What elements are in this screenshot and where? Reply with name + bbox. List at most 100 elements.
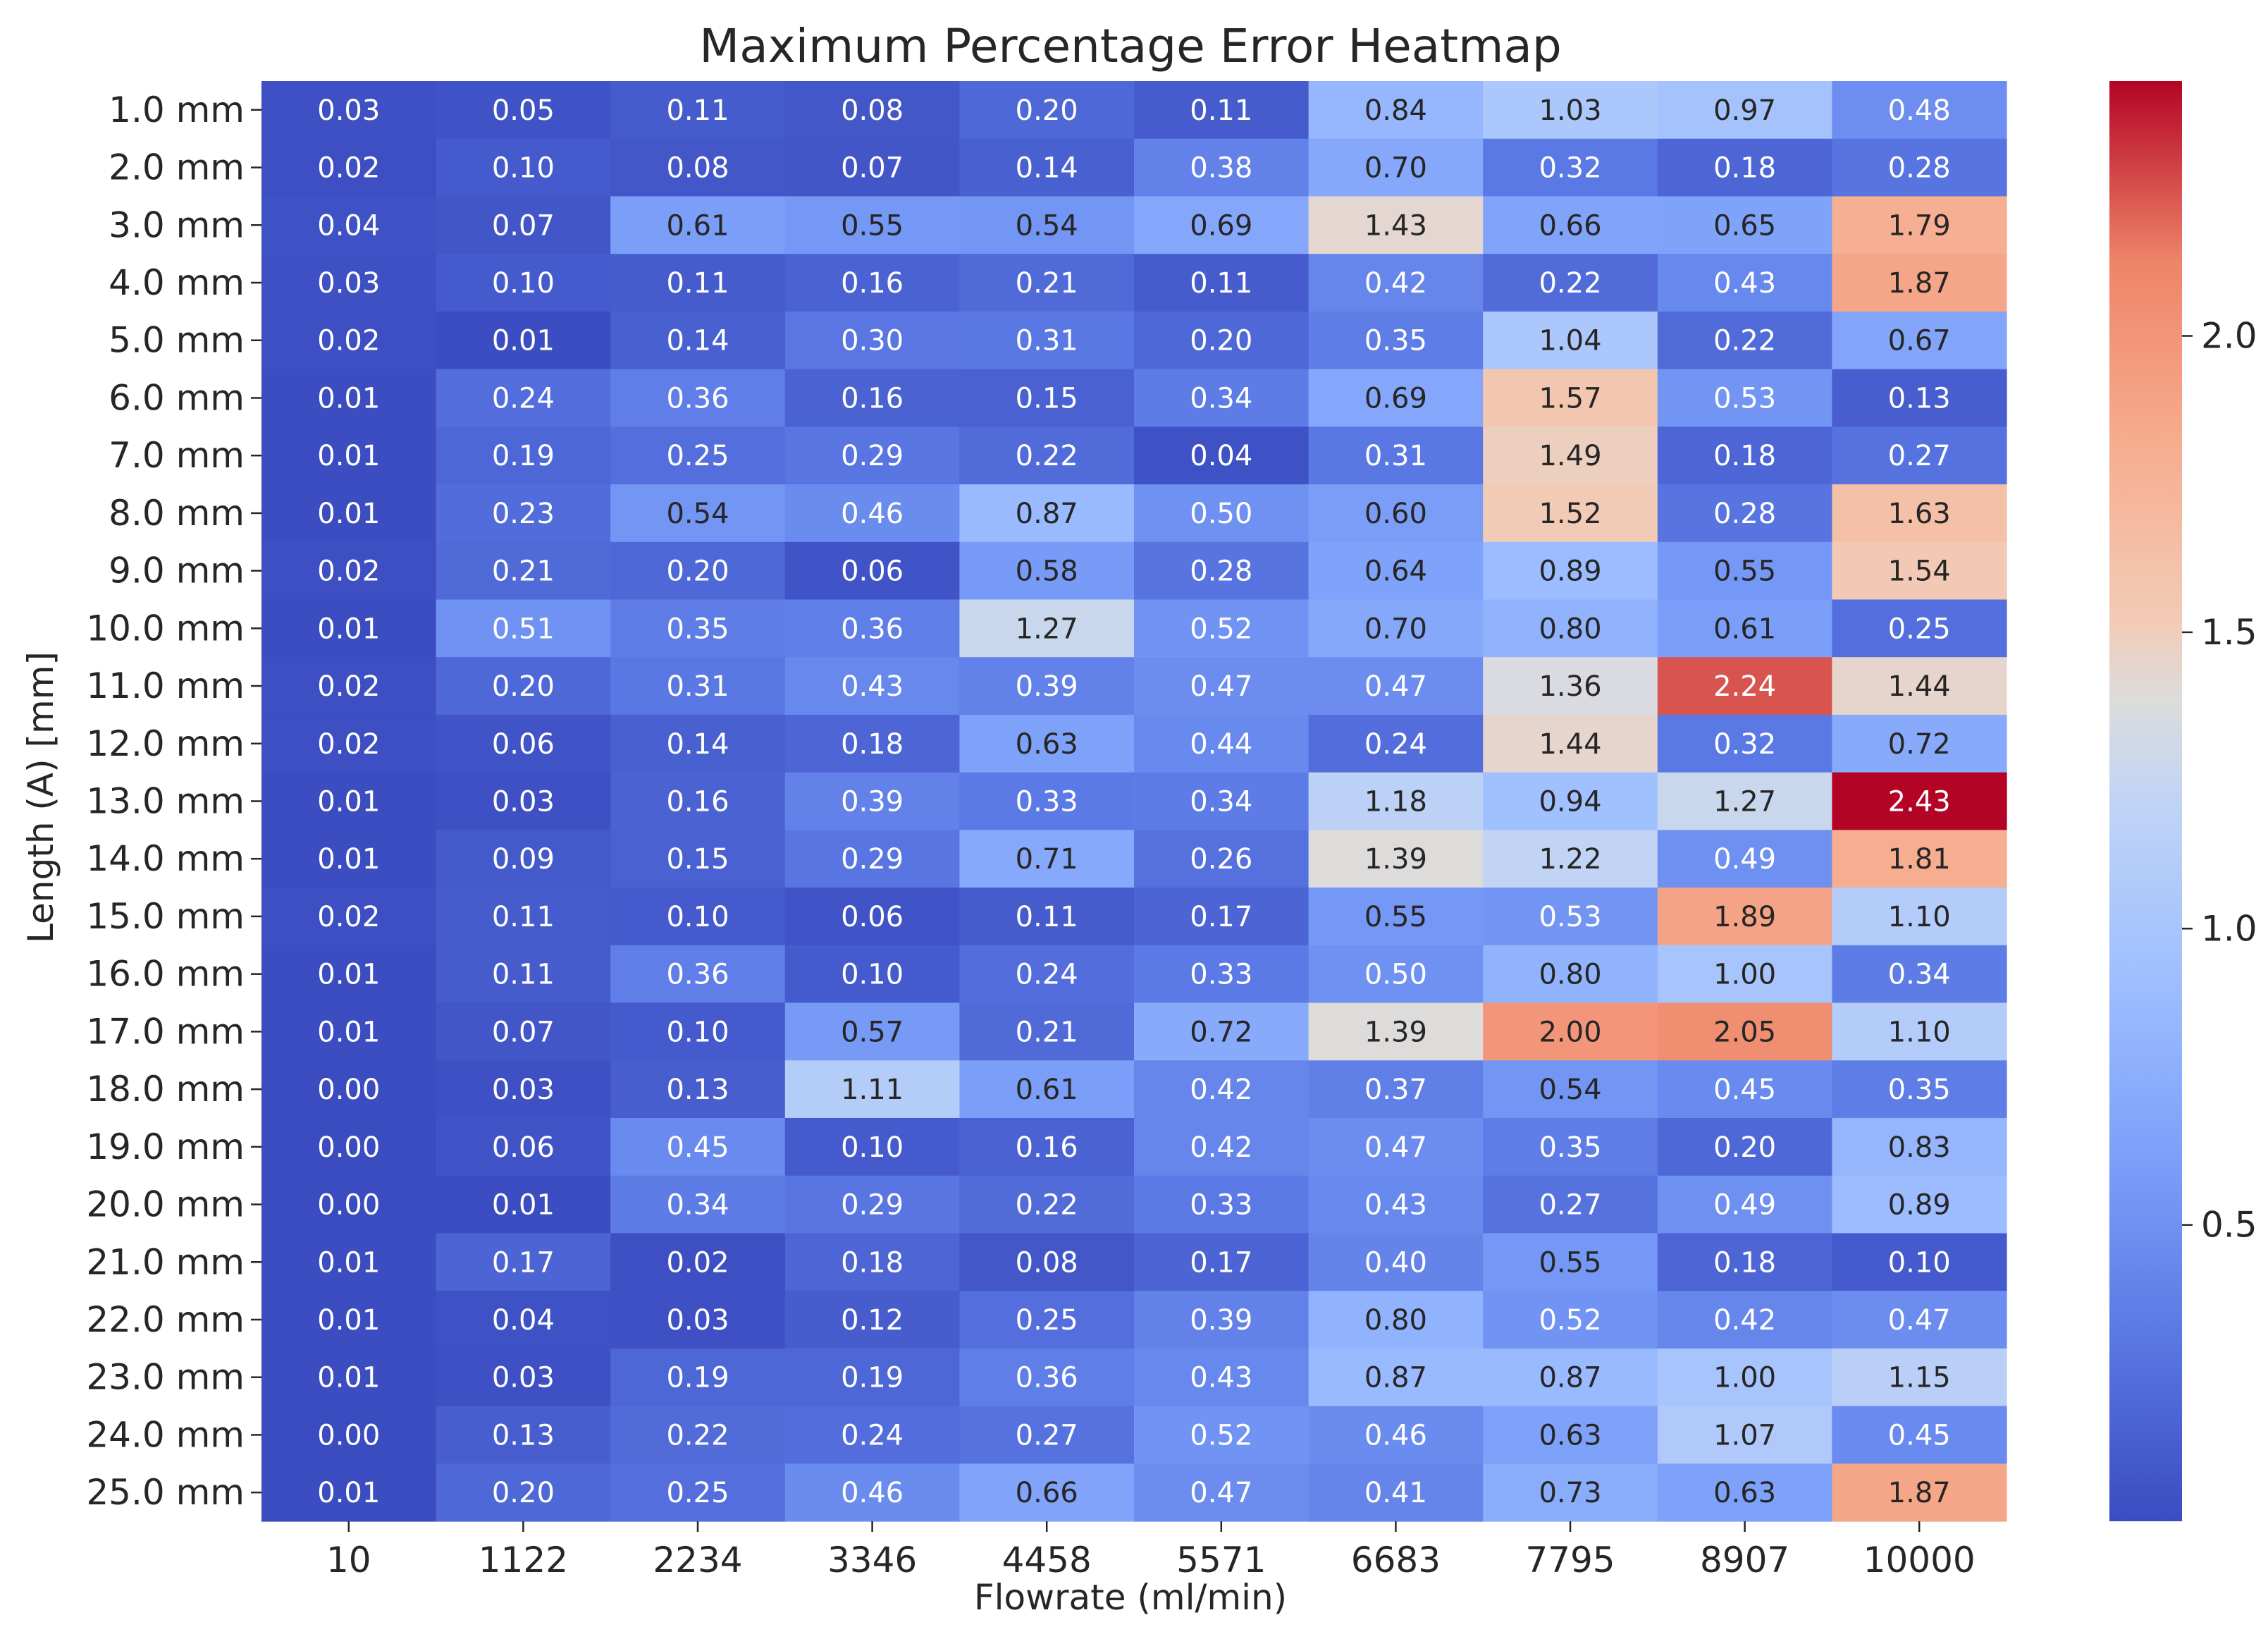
cell-value-label: 0.34 (666, 1189, 729, 1222)
heatmap-cell (784, 945, 960, 1004)
x-tick-label: 6683 (1351, 1540, 1441, 1580)
heatmap-cell (784, 426, 960, 485)
y-axis-label: Length (A) [mm] (20, 651, 61, 943)
heatmap-cell (1483, 1002, 1658, 1061)
cell-value-label: 0.83 (1888, 1131, 1951, 1164)
y-tick-label: 18.0 mm (86, 1069, 245, 1110)
cell-value-label: 0.52 (1539, 1304, 1601, 1337)
cell-value-label: 0.06 (492, 1131, 555, 1164)
heatmap-cell (784, 369, 960, 427)
heatmap-cell (1657, 541, 1832, 601)
cell-value-label: 2.05 (1713, 1016, 1776, 1048)
cell-value-label: 1.27 (1713, 786, 1776, 818)
heatmap-cell (1134, 888, 1309, 946)
cell-value-label: 0.07 (841, 152, 904, 185)
heatmap-cell (261, 254, 437, 312)
cell-value-label: 1.04 (1539, 325, 1601, 357)
cell-value-label: 0.42 (1190, 1074, 1252, 1106)
x-tick-label: 3346 (827, 1540, 917, 1580)
cell-value-label: 0.28 (1190, 555, 1252, 588)
heatmap-cell (436, 1348, 611, 1407)
cell-value-label: 0.17 (492, 1246, 555, 1279)
heatmap-cell (261, 945, 437, 1004)
cell-value-label: 0.24 (1364, 728, 1427, 761)
cell-value-label: 1.79 (1888, 209, 1951, 242)
cell-value-label: 0.55 (1364, 901, 1427, 933)
cell-value-label: 0.08 (666, 152, 729, 185)
heatmap-cell (784, 1348, 960, 1407)
cell-value-label: 1.18 (1364, 786, 1427, 818)
y-tick-label: 1.0 mm (109, 90, 245, 130)
cell-value-label: 1.63 (1888, 498, 1951, 530)
heatmap-cell (1308, 311, 1484, 370)
heatmap-cell (261, 1175, 437, 1234)
cell-value-label: 0.19 (841, 1362, 904, 1394)
cell-value-label: 0.08 (1016, 1246, 1078, 1279)
cell-value-label: 0.45 (1713, 1074, 1776, 1106)
heatmap-cell (436, 657, 611, 716)
heatmap-cell (959, 1463, 1135, 1522)
cell-value-label: 0.19 (666, 1362, 729, 1394)
cell-value-label: 0.00 (317, 1131, 380, 1164)
cell-value-label: 0.23 (492, 498, 555, 530)
cell-value-label: 0.67 (1888, 325, 1951, 357)
y-tick-label: 20.0 mm (86, 1184, 245, 1225)
heatmap-cell (1483, 369, 1658, 427)
heatmap-cell (436, 484, 611, 543)
cell-value-label: 0.25 (666, 440, 729, 472)
x-tick-label: 8907 (1700, 1540, 1789, 1580)
cell-value-label: 0.11 (666, 94, 729, 127)
colorbar-gradient (2109, 81, 2182, 1521)
heatmap-cell (1832, 1463, 2007, 1522)
heatmap-cell (436, 1060, 611, 1119)
heatmap-cell (261, 1348, 437, 1407)
y-tick-label: 22.0 mm (86, 1299, 245, 1340)
heatmap-cell (959, 714, 1135, 773)
y-tick-label: 4.0 mm (109, 262, 245, 303)
heatmap-cell (1832, 196, 2007, 254)
cell-value-label: 0.55 (1539, 1246, 1601, 1279)
cell-value-label: 0.20 (1713, 1131, 1776, 1164)
heatmap-cell (610, 1348, 786, 1407)
heatmap-cell (1657, 714, 1832, 773)
cell-value-label: 0.18 (841, 1246, 904, 1279)
cell-value-label: 0.01 (317, 382, 380, 415)
heatmap-cell (1657, 426, 1832, 485)
heatmap-cell (1134, 426, 1309, 485)
cell-value-label: 0.61 (1713, 613, 1776, 645)
cell-value-label: 0.01 (317, 613, 380, 645)
heatmap-cell (1832, 1233, 2007, 1291)
cell-value-label: 0.16 (1016, 1131, 1078, 1164)
heatmap-cell (1483, 1117, 1658, 1177)
cell-value-label: 0.70 (1364, 152, 1427, 185)
cell-value-label: 0.43 (1190, 1362, 1252, 1394)
cell-value-label: 0.13 (666, 1074, 729, 1106)
cell-value-label: 0.47 (1364, 670, 1427, 703)
y-tick-label: 2.0 mm (109, 147, 245, 188)
heatmap-cell (959, 311, 1135, 370)
heatmap-cell (1657, 1060, 1832, 1119)
heatmap-cell (784, 1060, 960, 1119)
y-tick-label: 21.0 mm (86, 1241, 245, 1282)
heatmap-cell (784, 888, 960, 946)
x-tick-label: 10000 (1863, 1540, 1976, 1580)
heatmap-cell (610, 369, 786, 427)
cell-value-label: 0.03 (492, 1074, 555, 1106)
heatmap-cell (261, 484, 437, 543)
cell-value-label: 1.52 (1539, 498, 1601, 530)
heatmap-cell (261, 599, 437, 658)
colorbar-tick-label: 2.0 (2201, 316, 2257, 357)
cell-value-label: 0.46 (841, 1477, 904, 1509)
heatmap-cell (784, 541, 960, 601)
heatmap-cell (261, 772, 437, 830)
cell-value-label: 0.18 (841, 728, 904, 761)
heatmap-cell (436, 254, 611, 312)
heatmap-cell (610, 1463, 786, 1522)
cell-value-label: 0.14 (1016, 152, 1078, 185)
heatmap-cell (1134, 369, 1309, 427)
heatmap-cell (784, 311, 960, 370)
heatmap-cell (261, 1233, 437, 1291)
cell-value-label: 0.02 (317, 555, 380, 588)
cell-value-label: 0.16 (841, 267, 904, 300)
cell-value-label: 0.03 (492, 1362, 555, 1394)
